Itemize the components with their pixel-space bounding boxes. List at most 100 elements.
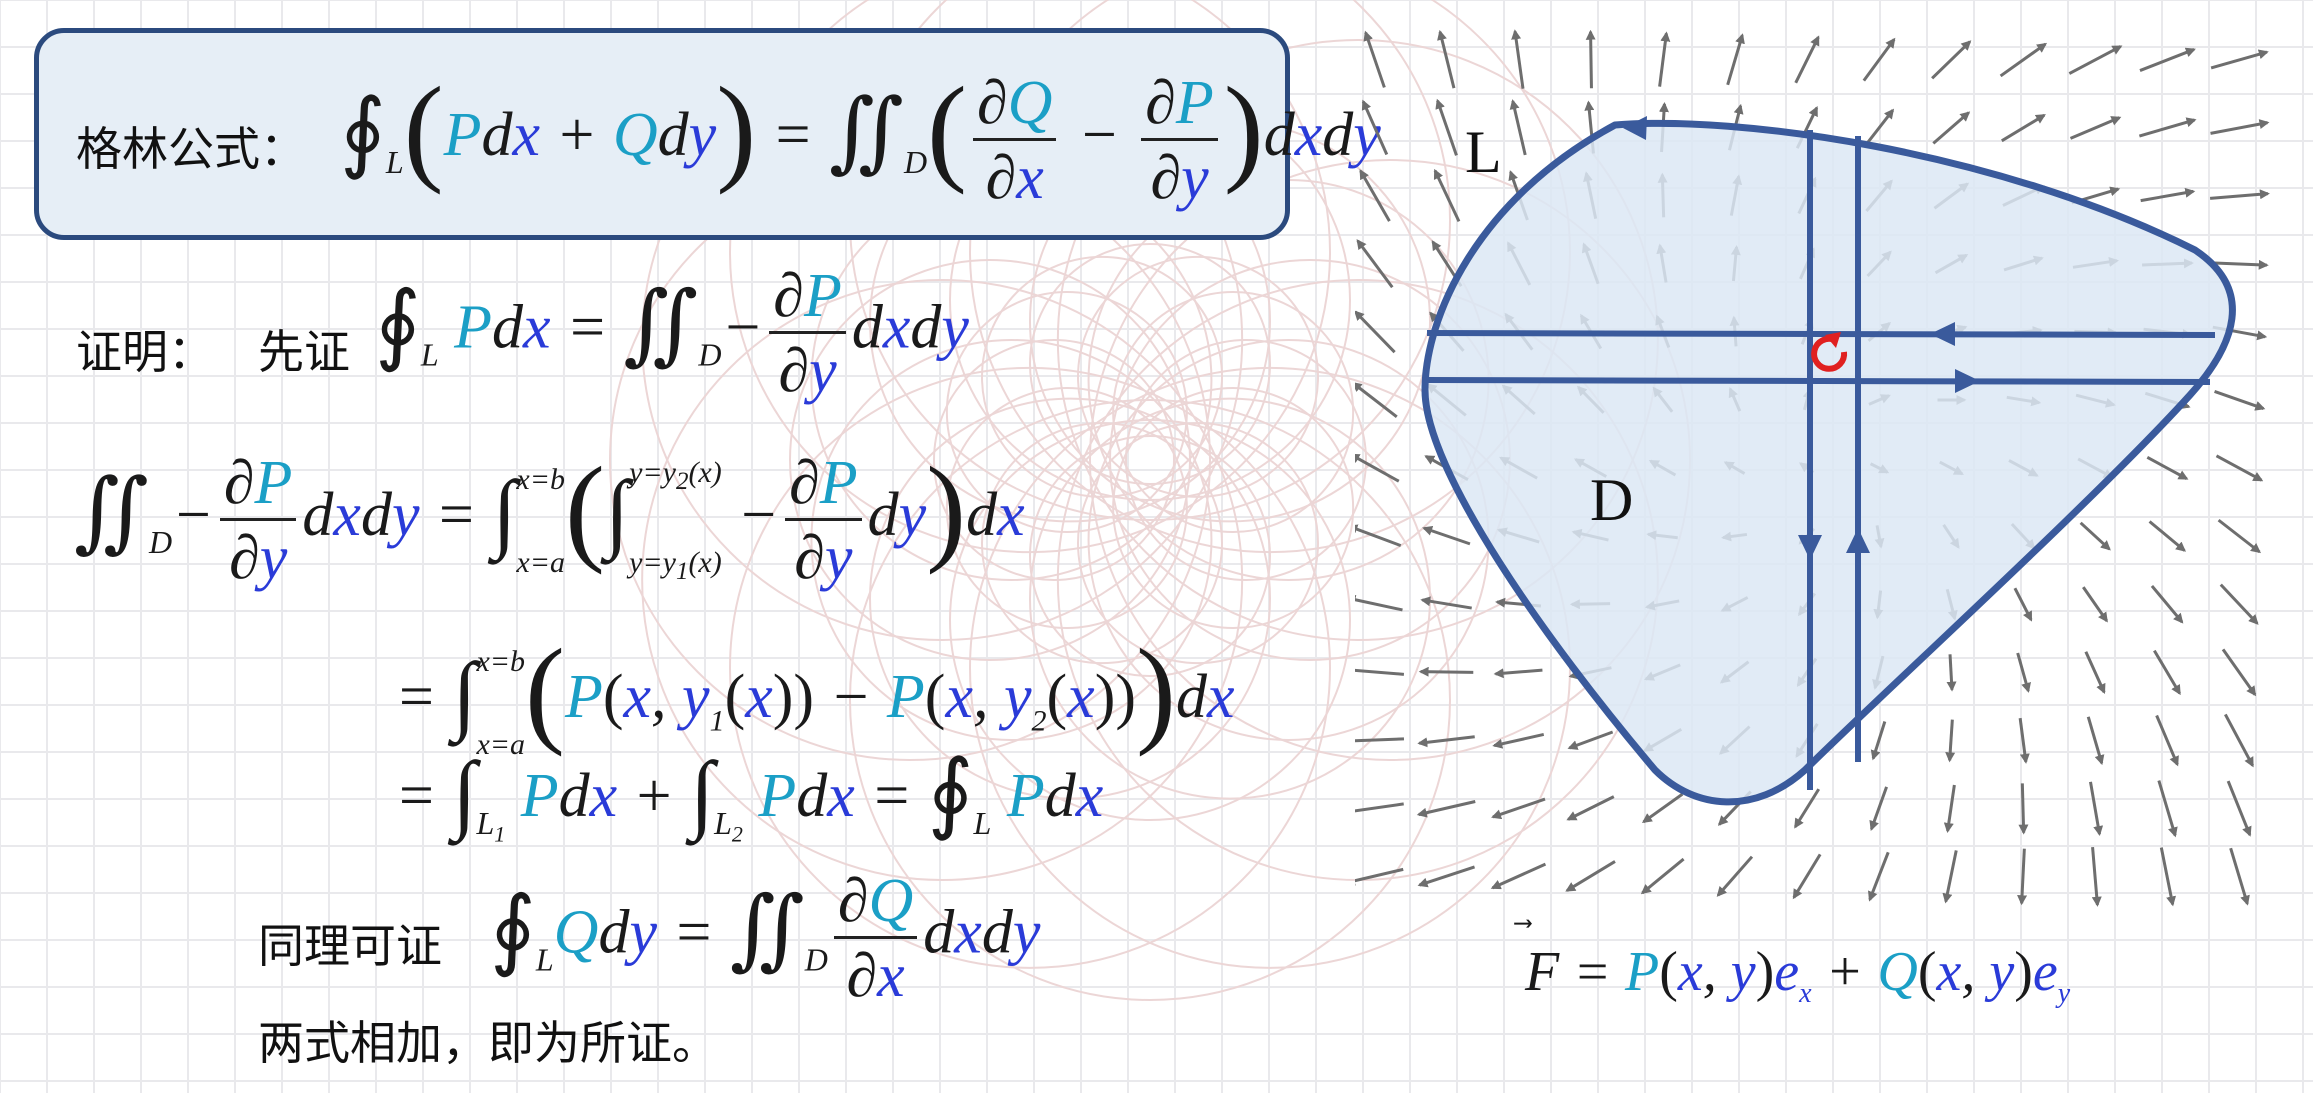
field-arrow [1422, 525, 1471, 546]
field-arrow [2150, 584, 2184, 624]
field-arrow [1355, 668, 1405, 676]
conclusion-text: 两式相加，即为所证。 [258, 1016, 718, 1070]
field-arrow [2069, 116, 2122, 140]
field-arrow [1932, 111, 1971, 145]
field-arrow [1355, 453, 1400, 483]
field-arrow [1794, 35, 1820, 84]
field-arrow [1355, 524, 1402, 548]
field-arrow [1492, 732, 1545, 749]
field-arrow [1565, 860, 1616, 892]
region-label-d: D [1590, 467, 1634, 533]
field-arrow [2091, 847, 2102, 907]
field-arrow [2139, 47, 2196, 72]
rotation-icon [1811, 332, 1848, 372]
field-arrow [1359, 169, 1391, 222]
proof-first-equation: ∮L Pdx = ∬D− ∂P ∂y dxdy [375, 262, 969, 405]
field-arrow [1416, 800, 1476, 818]
field-arrow [2159, 847, 2177, 907]
field-arrow [1870, 721, 1887, 761]
field-arrow [2089, 781, 2104, 837]
field-arrow [2148, 520, 2186, 552]
strip-arrow-down [1798, 535, 1822, 560]
field-arrow [2082, 586, 2108, 623]
field-arrow [1417, 735, 1475, 748]
field-arrow [1417, 865, 1476, 888]
field-arrow [1355, 381, 1398, 418]
field-arrow [1493, 668, 1543, 679]
derivation-line-1: ∬D− ∂P ∂y dxdy = ∫ x=b x=a (∫ y=y2(x) y=y1(x) − ∂… [74, 442, 1025, 593]
field-arrow [1946, 654, 1957, 692]
field-arrow [1511, 29, 1525, 89]
greens-formula-box [34, 28, 1290, 240]
curve-label-l: L [1465, 119, 1502, 185]
field-arrow [2229, 847, 2250, 906]
field-arrow [2146, 456, 2189, 480]
field-arrow [2155, 714, 2179, 767]
field-arrow [1363, 30, 1386, 88]
field-arrow [1420, 596, 1472, 610]
field-arrow [2086, 716, 2105, 766]
field-arrow [1869, 786, 1888, 831]
field-arrow [1356, 239, 1394, 289]
field-arrow [2209, 189, 2270, 200]
field-arrow [2016, 652, 2031, 693]
field-arrow [1716, 855, 1754, 897]
field-arrow [1355, 310, 1396, 354]
vector-field-diagram [1355, 29, 2270, 907]
field-arrow [2140, 187, 2196, 203]
greens-formula: ∮L(Pdx + Qdy) = ∬D(∂Q ∂x − ∂P ∂y)dxdy [340, 62, 1381, 213]
field-arrow [1435, 98, 1458, 156]
field-arrow [1862, 37, 1896, 82]
field-arrow [1355, 737, 1405, 743]
strip-arrow-left [1930, 322, 1955, 346]
similarly-label: 同理可证 [258, 919, 442, 973]
strip-arrow-right [1955, 369, 1980, 393]
field-arrow [2214, 390, 2266, 411]
field-arrow [2018, 783, 2029, 835]
greens-formula-label: 格林公式： [76, 122, 306, 176]
field-arrow [2157, 780, 2178, 838]
vector-field-formula: F⃗ = P(x, y)ex + Q(x, y)ey [1525, 941, 2071, 1010]
field-arrow [2210, 119, 2270, 135]
field-arrow [1355, 802, 1404, 813]
field-arrow [1999, 42, 2048, 78]
field-arrow [2217, 518, 2261, 554]
derivation-line-2: = ∫ x=b x=a (P(x, y1(x)) − P(x, y2(x)))dx [395, 624, 1235, 761]
field-arrow [1931, 40, 1972, 80]
field-arrow [2079, 521, 2111, 551]
field-arrow [1658, 31, 1671, 87]
field-arrow [1585, 29, 1596, 89]
field-arrow [1868, 851, 1890, 902]
field-arrow [2215, 454, 2264, 482]
field-arrow [1418, 666, 1474, 677]
field-arrow [2017, 848, 2028, 906]
field-arrow [1726, 33, 1745, 86]
field-arrow [1792, 853, 1822, 900]
field-arrow [2219, 583, 2259, 625]
field-arrow [1641, 792, 1684, 824]
field-arrow [1863, 108, 1895, 147]
first-prove-label: 先证 [258, 325, 350, 379]
proof-label: 证明： [76, 325, 214, 379]
field-arrow [1640, 857, 1685, 895]
field-arrow [2224, 713, 2254, 768]
field-arrow [1509, 99, 1527, 156]
field-arrow [1491, 797, 1546, 820]
field-arrow [2211, 259, 2269, 270]
field-arrow [2068, 45, 2123, 75]
field-arrow [1942, 850, 1958, 904]
field-arrow [2013, 587, 2033, 622]
field-arrow [2084, 651, 2106, 695]
similarly-equation: ∮LQdy = ∬D ∂Q ∂x dxdy [490, 867, 1041, 1010]
field-arrow [2226, 780, 2252, 837]
field-arrow [2153, 649, 2181, 696]
field-arrow [1566, 795, 1615, 821]
strip-arrow-up [1846, 528, 1870, 553]
field-arrow [1793, 788, 1821, 829]
region-d [1421, 119, 2236, 806]
field-arrow [1355, 867, 1404, 886]
field-arrow [2001, 113, 2046, 143]
field-arrow [1433, 168, 1461, 222]
field-arrow [2018, 717, 2030, 764]
field-arrow [2210, 49, 2269, 70]
